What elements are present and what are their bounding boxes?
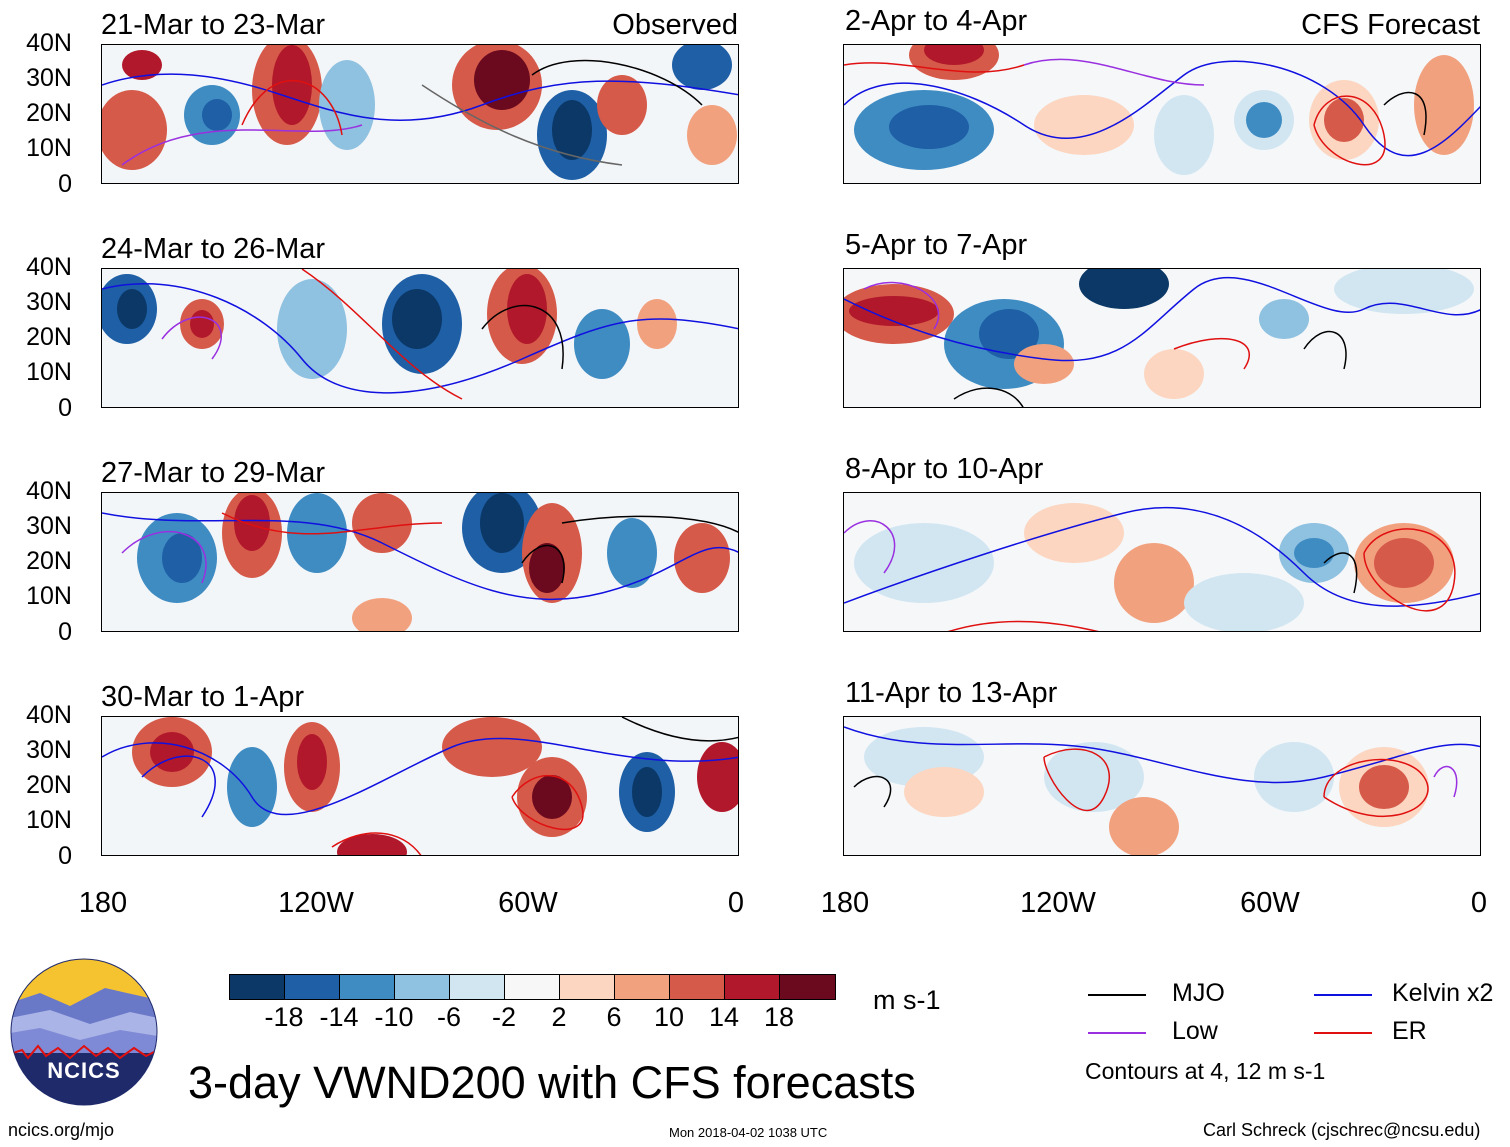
legend-line-low xyxy=(1088,1032,1146,1034)
lat-label: 30N xyxy=(26,64,72,92)
lon-label: 180 xyxy=(820,887,870,919)
map-panel-obs-2 xyxy=(101,268,739,408)
lat-label: 20N xyxy=(26,547,72,575)
map-panel-obs-1 xyxy=(101,44,739,184)
lon-label: 0 xyxy=(727,887,745,919)
lat-label: 20N xyxy=(26,99,72,127)
colorbar-label: 6 xyxy=(606,1002,622,1032)
lon-label: 120W xyxy=(1020,887,1096,919)
colorbar-unit: m s-1 xyxy=(873,985,941,1015)
colorbar-swatch xyxy=(450,975,505,999)
panel-title: 8-Apr to 10-Apr xyxy=(845,453,1044,485)
colorbar-label: -18 xyxy=(264,1002,304,1032)
colorbar-label: 2 xyxy=(551,1002,567,1032)
map-panel-fcst-3 xyxy=(843,492,1481,632)
lat-label: 10N xyxy=(26,806,72,834)
logo-text: NCICS xyxy=(47,1058,121,1083)
lat-label: 0 xyxy=(58,394,72,422)
panel-title: 27-Mar to 29-Mar xyxy=(101,457,326,489)
colorbar-swatch xyxy=(725,975,780,999)
colorbar xyxy=(229,974,836,1000)
lat-label: 30N xyxy=(26,736,72,764)
legend-label-low: Low xyxy=(1172,1017,1218,1045)
lat-label: 0 xyxy=(58,170,72,198)
colorbar-swatch xyxy=(285,975,340,999)
site-link[interactable]: ncics.org/mjo xyxy=(8,1120,115,1140)
lat-label: 0 xyxy=(58,842,72,870)
map-panel-fcst-1 xyxy=(843,44,1481,184)
lat-label: 40N xyxy=(26,29,72,57)
timestamp: Mon 2018-04-02 1038 UTC xyxy=(669,1125,828,1140)
lon-label: 60W xyxy=(498,887,558,919)
lat-label: 10N xyxy=(26,582,72,610)
lon-label: 60W xyxy=(1240,887,1300,919)
figure-title: 3-day VWND200 with CFS forecasts xyxy=(188,1057,916,1108)
colorbar-label: 18 xyxy=(763,1002,795,1032)
lat-label: 40N xyxy=(26,253,72,281)
map-panel-fcst-2 xyxy=(843,268,1481,408)
lat-label: 40N xyxy=(26,477,72,505)
colorbar-swatch xyxy=(780,975,835,999)
colorbar-label: -2 xyxy=(491,1002,516,1032)
panel-title: 24-Mar to 26-Mar xyxy=(101,233,326,265)
legend-label-kelvin: Kelvin x2 xyxy=(1392,979,1494,1007)
colorbar-label: -10 xyxy=(374,1002,414,1032)
author: Carl Schreck (cjschrec@ncsu.edu) xyxy=(1203,1120,1481,1140)
ncics-logo: NCICS xyxy=(10,958,158,1106)
lat-label: 0 xyxy=(58,618,72,646)
legend-label-er: ER xyxy=(1392,1017,1427,1045)
map-panel-fcst-4 xyxy=(843,716,1481,856)
map-panel-obs-3 xyxy=(101,492,739,632)
colorbar-swatch xyxy=(560,975,615,999)
colorbar-label: 14 xyxy=(708,1002,740,1032)
legend-line-er xyxy=(1314,1032,1372,1034)
lat-label: 10N xyxy=(26,134,72,162)
lat-label: 30N xyxy=(26,512,72,540)
panel-title: 21-Mar to 23-Mar xyxy=(101,9,326,41)
colorbar-swatch xyxy=(230,975,285,999)
panel-title: 5-Apr to 7-Apr xyxy=(845,229,1028,261)
contour-note: Contours at 4, 12 m s-1 xyxy=(1085,1058,1326,1084)
legend-line-kelvin xyxy=(1314,994,1372,996)
lat-label: 20N xyxy=(26,323,72,351)
lon-label: 180 xyxy=(78,887,128,919)
colorbar-label: -14 xyxy=(319,1002,359,1032)
forecast-label: CFS Forecast xyxy=(1301,9,1480,41)
panel-title: 30-Mar to 1-Apr xyxy=(101,681,305,713)
colorbar-swatch xyxy=(615,975,670,999)
colorbar-label: -6 xyxy=(436,1002,461,1032)
panel-title: 2-Apr to 4-Apr xyxy=(845,5,1028,37)
panel-title: 11-Apr to 13-Apr xyxy=(845,677,1058,709)
legend-label-mjo: MJO xyxy=(1172,979,1225,1007)
lat-label: 40N xyxy=(26,701,72,729)
lon-label: 120W xyxy=(278,887,354,919)
colorbar-swatch xyxy=(505,975,560,999)
colorbar-swatch xyxy=(340,975,395,999)
lon-label: 0 xyxy=(1470,887,1488,919)
colorbar-label: 10 xyxy=(653,1002,685,1032)
map-panel-obs-4 xyxy=(101,716,739,856)
lat-label: 10N xyxy=(26,358,72,386)
legend-line-mjo xyxy=(1088,994,1146,996)
lat-label: 20N xyxy=(26,771,72,799)
colorbar-swatch xyxy=(670,975,725,999)
observed-label: Observed xyxy=(612,9,738,41)
colorbar-swatch xyxy=(395,975,450,999)
lat-label: 30N xyxy=(26,288,72,316)
